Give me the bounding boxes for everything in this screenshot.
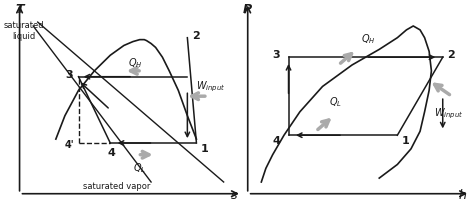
Text: 3: 3 (273, 50, 280, 60)
Text: $W_{input}$: $W_{input}$ (196, 79, 226, 94)
Text: h: h (459, 188, 466, 201)
Text: 4: 4 (273, 135, 281, 145)
Text: 1: 1 (201, 143, 209, 153)
Text: 1: 1 (402, 135, 410, 145)
Text: 3: 3 (65, 69, 73, 79)
Text: s: s (230, 188, 237, 201)
Text: $Q_H$: $Q_H$ (128, 56, 143, 69)
Text: $W_{input}$: $W_{input}$ (434, 107, 463, 121)
Text: $Q_L$: $Q_L$ (329, 95, 342, 108)
Text: P: P (243, 3, 252, 16)
Text: 2: 2 (447, 50, 455, 60)
Text: 4: 4 (108, 147, 116, 157)
Text: 4': 4' (65, 139, 74, 149)
Text: $Q_H$: $Q_H$ (361, 32, 376, 46)
Text: saturated
liquid: saturated liquid (4, 21, 45, 40)
Text: T: T (15, 3, 24, 16)
Text: $Q_L$: $Q_L$ (133, 161, 146, 174)
Text: saturated vapor: saturated vapor (83, 181, 151, 190)
Text: 2: 2 (192, 31, 200, 40)
